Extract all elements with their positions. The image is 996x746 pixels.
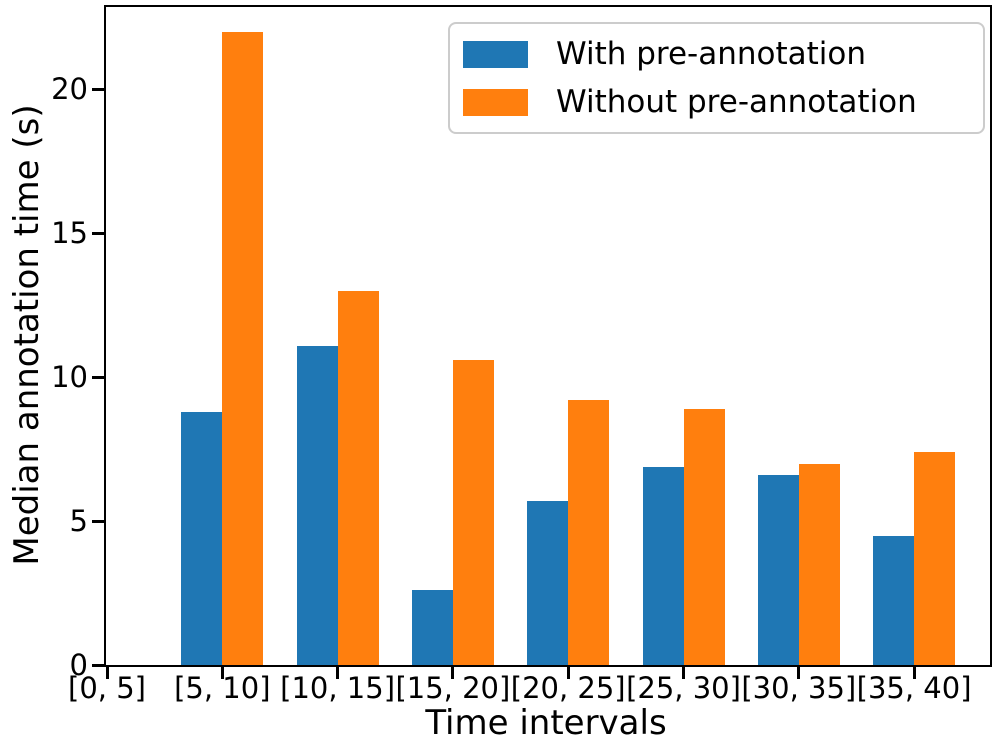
x-tick-mark-0 [105,667,109,679]
bar-with-preannotation-5 [642,466,684,665]
y-axis-title: Median annotation time (s) [7,104,47,566]
bar-without-preannotation-2 [337,291,379,665]
x-tick-label-3: [15, 20] [395,671,511,705]
y-tick-label-20: 20 [51,72,88,107]
bar-with-preannotation-7 [873,535,915,665]
legend-label: With pre-annotation [556,35,867,72]
x-tick-mark-1 [220,667,224,679]
x-tick-label-2: [10, 15] [280,671,396,705]
y-tick-label-10: 10 [51,359,88,394]
y-tick-mark-5 [92,519,104,523]
bar-with-preannotation-2 [296,345,338,665]
legend-item-with-preannotation: With pre-annotation [463,35,983,72]
x-tick-label-4: [20, 25] [510,671,626,705]
bar-without-preannotation-5 [683,409,725,665]
y-tick-mark-15 [92,232,104,236]
y-tick-mark-0 [92,663,104,667]
x-tick-mark-2 [336,667,340,679]
legend-label: Without pre-annotation [556,83,917,120]
x-tick-label-1: [5, 10] [174,671,271,705]
x-tick-mark-6 [797,667,801,679]
y-tick-label-0: 0 [69,647,88,682]
legend-swatch-orange [463,88,528,116]
bar-with-preannotation-1 [181,411,223,665]
bar-without-preannotation-1 [222,32,264,665]
x-tick-mark-4 [566,667,570,679]
legend-swatch-blue [463,40,528,68]
bar-without-preannotation-6 [798,463,840,665]
y-tick-label-15: 15 [51,216,88,251]
y-tick-mark-10 [92,375,104,379]
bar-without-preannotation-3 [452,360,494,665]
x-tick-mark-5 [682,667,685,679]
bar-without-preannotation-7 [914,452,956,665]
bar-with-preannotation-3 [411,590,453,665]
x-tick-label-7: [35, 40] [856,671,972,705]
x-axis-title: Time intervals [425,703,667,743]
bar-with-preannotation-4 [527,501,569,665]
x-tick-label-6: [30, 35] [741,671,857,705]
x-tick-label-5: [25, 30] [626,671,741,705]
bar-without-preannotation-4 [568,400,610,665]
x-tick-label-0: [0, 5] [68,671,146,705]
y-tick-label-5: 5 [69,503,88,538]
legend: With pre-annotation Without pre-annotati… [448,22,985,134]
legend-item-without-preannotation: Without pre-annotation [463,83,983,120]
x-tick-mark-3 [451,667,455,679]
y-tick-mark-20 [92,88,104,92]
x-tick-mark-7 [912,667,916,679]
bar-with-preannotation-6 [757,475,799,665]
